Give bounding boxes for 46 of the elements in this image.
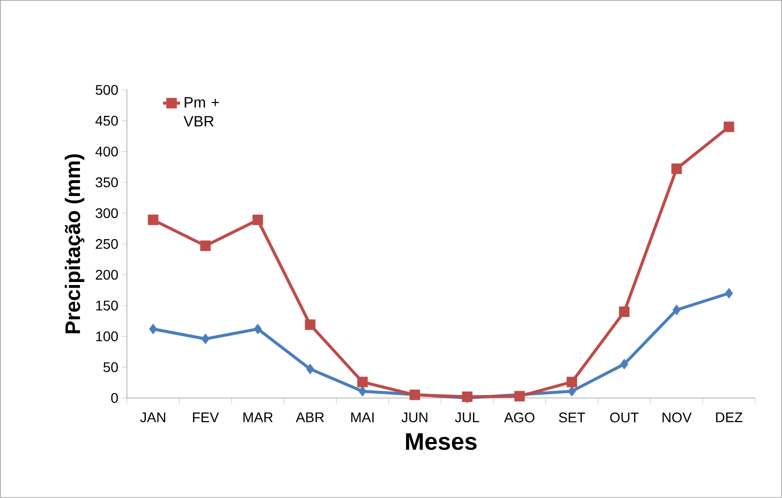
x-axis-title: Meses	[406, 433, 477, 450]
point	[306, 364, 314, 374]
x-tick-label: DEZ	[716, 412, 742, 422]
point	[410, 390, 420, 400]
point	[620, 358, 628, 370]
point	[358, 386, 366, 396]
point	[672, 304, 681, 316]
y-tick-label: 100	[96, 331, 118, 342]
y-tick-label: 400	[95, 146, 118, 157]
point	[254, 324, 262, 334]
point	[724, 122, 734, 132]
x-tick-label: NOV	[662, 412, 692, 422]
y-tick-label: 150	[96, 300, 118, 311]
y-tick-label: 200	[96, 270, 118, 280]
point	[566, 376, 578, 388]
x-tick-label: MAI	[351, 412, 374, 422]
point	[357, 376, 368, 388]
x-tick-label: JUL	[455, 412, 480, 422]
legend-label: Pm + VBR	[184, 97, 219, 126]
x-tick-label: JUN	[402, 412, 428, 422]
y-tick-label: 350	[96, 177, 118, 188]
x-tick-label: AGO	[504, 412, 534, 422]
point	[252, 214, 264, 226]
point	[514, 390, 525, 402]
y-tick-label: 450	[95, 116, 118, 126]
point	[200, 240, 211, 252]
point	[724, 288, 733, 299]
point	[671, 164, 682, 174]
y-axis-title: Precipitação (mm)	[64, 154, 84, 334]
x-tick-label: JAN	[140, 412, 166, 422]
point	[201, 334, 210, 344]
x-tick-label: ABR	[296, 412, 324, 422]
y-tick-label: 300	[96, 208, 118, 218]
y-tick-label: 50	[103, 362, 118, 372]
x-tick-label: FEV	[193, 412, 219, 422]
x-tick-label: OUT	[610, 412, 639, 422]
y-tick-label: 250	[96, 239, 118, 249]
point	[148, 214, 158, 226]
x-tick-label: SET	[558, 412, 586, 422]
point	[304, 319, 316, 330]
y-tick-label: 0	[111, 393, 118, 403]
point	[568, 386, 576, 396]
point	[149, 324, 158, 334]
point	[618, 306, 630, 318]
x-tick-label: MAR	[243, 412, 273, 422]
y-tick-label: 500	[96, 84, 118, 95]
